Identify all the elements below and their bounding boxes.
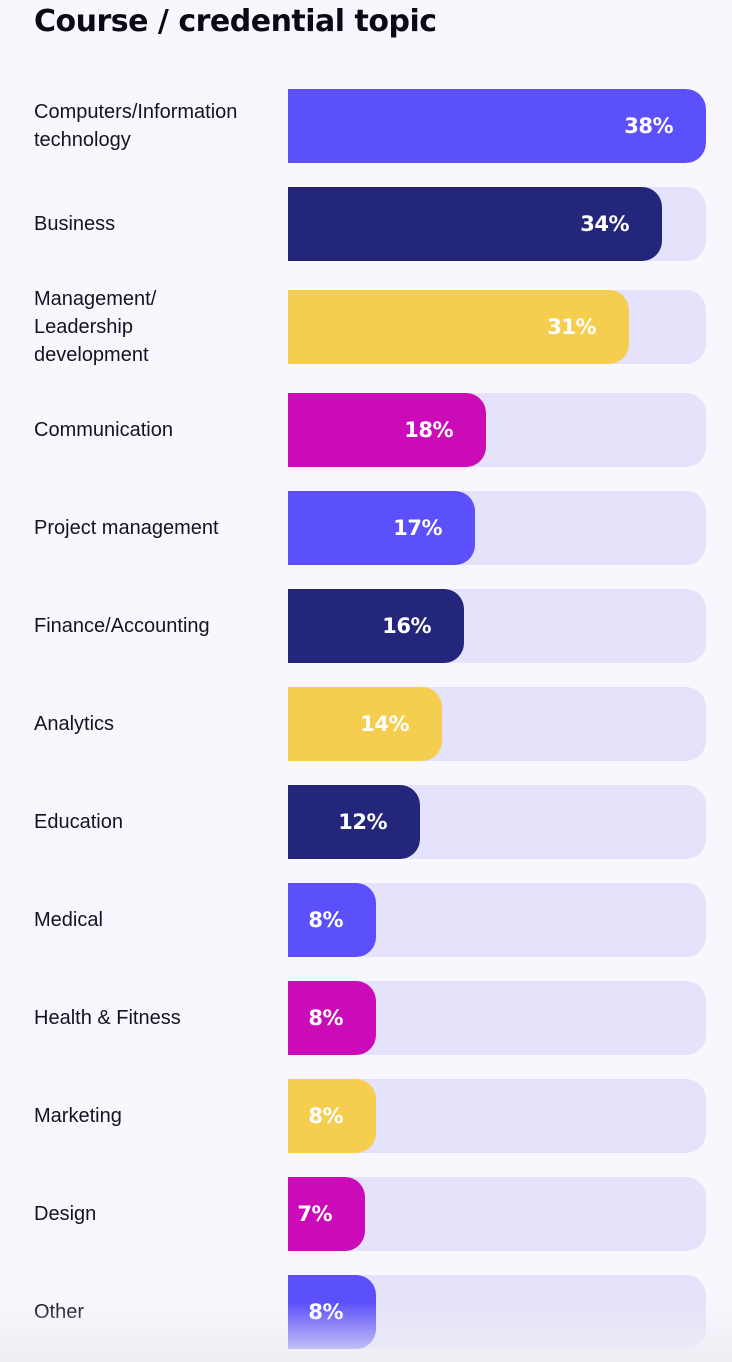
bar-track: 14% xyxy=(288,687,706,761)
bar xyxy=(288,491,475,565)
bar xyxy=(288,1079,376,1153)
bar-track: 34% xyxy=(288,187,706,261)
bar xyxy=(288,1177,365,1251)
category-label: Computers/Information technology xyxy=(34,101,238,151)
data-label: 8% xyxy=(308,1104,343,1128)
bar-track: 18% xyxy=(288,393,706,467)
category-label: Finance/Accounting xyxy=(34,615,210,637)
bar xyxy=(288,89,706,163)
bar-track: 16% xyxy=(288,589,706,663)
bar xyxy=(288,589,464,663)
category-label: Other xyxy=(34,1301,85,1323)
category-label: Project management xyxy=(34,517,219,539)
category-label: Management/Leadership development xyxy=(34,288,157,366)
data-label: 34% xyxy=(580,212,629,236)
data-label: 8% xyxy=(308,908,343,932)
bar xyxy=(288,687,442,761)
bar xyxy=(288,785,420,859)
data-label: 8% xyxy=(308,1300,343,1324)
data-label: 17% xyxy=(393,516,442,540)
category-label: Design xyxy=(34,1203,97,1225)
category-label: Education xyxy=(34,811,123,833)
category-label: Communication xyxy=(34,419,173,441)
category-label: Health & Fitness xyxy=(34,1007,181,1029)
data-label: 7% xyxy=(297,1202,332,1226)
bar-track: 7% xyxy=(288,1177,706,1251)
bar-track: 8% xyxy=(288,1275,706,1349)
bar-track: 38% xyxy=(288,89,706,163)
category-label: Analytics xyxy=(34,713,115,735)
data-label: 14% xyxy=(360,712,409,736)
bar-track: 8% xyxy=(288,883,706,957)
bar-track: 8% xyxy=(288,1079,706,1153)
data-label: 38% xyxy=(624,114,673,138)
data-label: 12% xyxy=(338,810,387,834)
data-label: 18% xyxy=(404,418,453,442)
data-label: 31% xyxy=(547,315,596,339)
category-label: Marketing xyxy=(34,1105,122,1127)
bar xyxy=(288,883,376,957)
data-label: 8% xyxy=(308,1006,343,1030)
data-label: 16% xyxy=(382,614,431,638)
bar xyxy=(288,290,629,364)
bar xyxy=(288,187,662,261)
bar-track: 8% xyxy=(288,981,706,1055)
category-label: Medical xyxy=(34,909,103,931)
bar xyxy=(288,981,376,1055)
chart-title: Course / credential topic xyxy=(34,4,437,39)
bar-track: 17% xyxy=(288,491,706,565)
bar-track: 12% xyxy=(288,785,706,859)
bar-track: 31% xyxy=(288,290,706,364)
bar xyxy=(288,393,486,467)
category-label: Business xyxy=(34,213,116,235)
